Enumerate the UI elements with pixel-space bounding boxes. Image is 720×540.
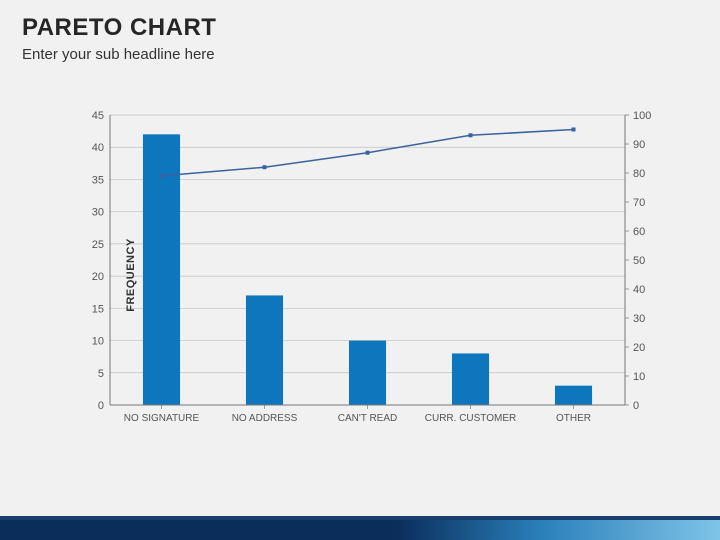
y-axis-label: FREQUENCY <box>125 238 137 312</box>
svg-text:15: 15 <box>92 303 104 315</box>
svg-text:5: 5 <box>98 368 104 380</box>
svg-text:25: 25 <box>92 239 104 251</box>
line-marker <box>366 151 370 155</box>
bar <box>452 353 489 405</box>
svg-text:0: 0 <box>98 400 104 412</box>
bar <box>555 386 592 405</box>
svg-text:90: 90 <box>633 139 645 151</box>
category-label: CURR. CUSTOMER <box>425 413 516 424</box>
svg-text:50: 50 <box>633 255 645 267</box>
category-label: OTHER <box>556 413 591 424</box>
svg-text:40: 40 <box>633 284 645 296</box>
svg-text:40: 40 <box>92 142 104 154</box>
chart-svg: 0 5 10 15 20 25 30 35 40 45 0 10 20 30 40 50 60 70 80 90 100… <box>60 110 660 440</box>
category-label: NO SIGNATURE <box>124 413 200 424</box>
bar <box>349 341 386 405</box>
svg-text:70: 70 <box>633 197 645 209</box>
line-marker <box>263 165 267 169</box>
category-label: NO ADDRESS <box>232 413 298 424</box>
svg-text:100: 100 <box>633 110 651 122</box>
pareto-chart: FREQUENCY 0 5 10 15 20 25 30 35 40 45 0 10 20 30 40 50 6… <box>60 110 660 440</box>
svg-text:30: 30 <box>92 207 104 219</box>
svg-text:45: 45 <box>92 110 104 122</box>
bar <box>246 295 283 405</box>
svg-text:20: 20 <box>92 271 104 283</box>
svg-text:0: 0 <box>633 400 639 412</box>
svg-text:30: 30 <box>633 313 645 325</box>
line-marker <box>572 128 576 132</box>
page-title: PARETO CHART <box>22 14 216 42</box>
footer-bar <box>0 520 720 540</box>
svg-text:20: 20 <box>633 342 645 354</box>
line-marker <box>469 133 473 137</box>
svg-text:10: 10 <box>92 336 104 348</box>
svg-text:60: 60 <box>633 226 645 238</box>
svg-text:35: 35 <box>92 174 104 186</box>
subtitle: Enter your sub headline here <box>22 46 215 63</box>
svg-text:80: 80 <box>633 168 645 180</box>
slide: PARETO CHART Enter your sub headline her… <box>0 0 720 540</box>
line-marker <box>160 174 164 178</box>
svg-text:10: 10 <box>633 371 645 383</box>
category-label: CAN'T READ <box>338 413 398 424</box>
